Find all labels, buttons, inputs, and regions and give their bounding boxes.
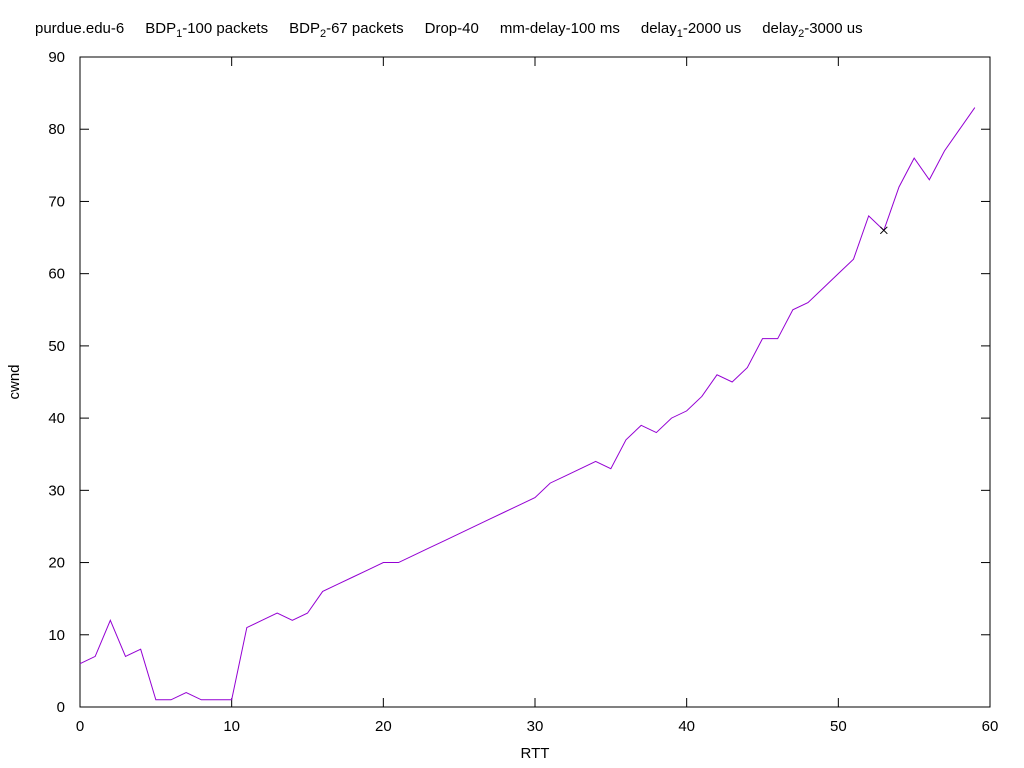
series-lines [79, 107, 976, 701]
title-subscript: 2 [798, 28, 804, 40]
title-subscript: 2 [320, 28, 326, 40]
title-part: delay [762, 20, 798, 37]
title-part: purdue.edu-6 [35, 20, 124, 37]
chart-title: purdue.edu-6 BDP1-100 packets BDP2-67 pack… [35, 20, 863, 40]
x-axis-label: RTT [521, 745, 550, 762]
chart-title-text: purdue.edu-6 BDP1-100 packets BDP2-67 pack… [35, 20, 863, 40]
title-part-tail: -2000 us [683, 20, 741, 37]
y-tick-label: 30 [48, 482, 65, 499]
point-markers [879, 226, 888, 235]
plot-frame [79, 56, 991, 708]
y-tick-label: 60 [48, 266, 65, 283]
x-tick-label: 40 [678, 718, 695, 735]
y-tick-label: 80 [48, 121, 65, 138]
x-tick-label: 30 [527, 718, 544, 735]
cwnd-series-line [79, 107, 976, 701]
x-tick-label: 60 [982, 718, 999, 735]
title-part-tail: -67 packets [326, 20, 404, 37]
title-part-tail: -100 packets [182, 20, 268, 37]
y-axis-label: cwnd [6, 364, 23, 399]
title-part: delay [641, 20, 677, 37]
axis-ticks: 0 10 20 30 40 50 60 0 10 20 30 40 50 60 70 80 90 [48, 49, 998, 735]
title-part: BDP [289, 20, 320, 37]
y-tick-label: 20 [48, 555, 65, 572]
title-part: BDP [145, 20, 176, 37]
title-subscript: 1 [176, 28, 182, 40]
x-tick-label: 0 [76, 718, 84, 735]
title-part: Drop-40 [425, 20, 479, 37]
y-tick-label: 70 [48, 193, 65, 210]
y-tick-label: 90 [48, 49, 65, 66]
title-part: mm-delay-100 ms [500, 20, 620, 37]
x-tick-label: 20 [375, 718, 392, 735]
title-subscript: 1 [677, 28, 683, 40]
x-marker-stroke [879, 226, 888, 235]
y-tick-label: 10 [48, 627, 65, 644]
title-part-tail: -3000 us [804, 20, 862, 37]
y-tick-label: 0 [57, 699, 65, 716]
x-tick-label: 10 [223, 718, 240, 735]
x-marker [879, 226, 888, 235]
y-tick-label: 50 [48, 338, 65, 355]
y-tick-label: 40 [48, 410, 65, 427]
plot-border [79, 56, 991, 708]
x-tick-label: 50 [830, 718, 847, 735]
